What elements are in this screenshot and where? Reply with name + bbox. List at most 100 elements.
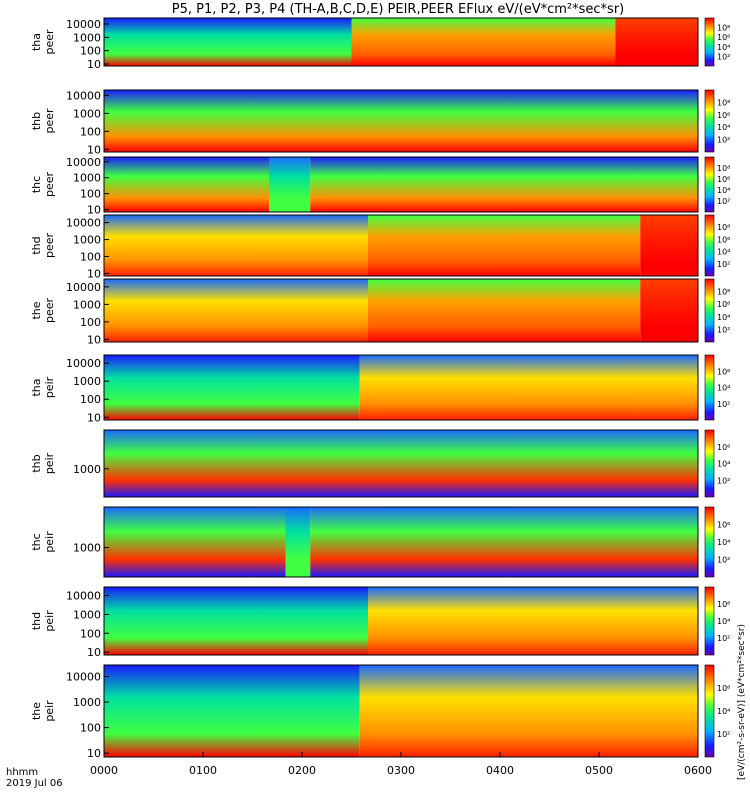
colorbar-tick-label: 10⁸ [717,164,730,173]
y-tick-label: 1000 [73,608,101,621]
y-tick-label: 10 [87,58,101,71]
y-tick-label: 100 [80,45,101,58]
heatmap-region [104,18,352,66]
y-axis-label-probe: thc [30,176,43,193]
panel-thc-peer: 10 100 1000 10000 thc peer 10² 10⁴ 10⁶ 10⁸ [30,156,730,217]
y-tick-label: 100 [80,316,101,329]
y-tick-label: 10000 [66,357,101,370]
colorbar-tick-label: 10⁴ [717,248,730,257]
panel-frame [103,429,699,498]
y-axis-label-species: peir [43,376,56,398]
y-axis-label-species: peir [43,531,56,553]
y-tick-label: 10000 [66,217,101,230]
panel-thd-peer: 10 100 1000 10000 thd peer 10² 10⁴ 10⁶ 10⁸ [30,214,730,280]
colorbar-tick-label: 10² [717,325,730,334]
y-axis-label-species: peir [43,610,56,632]
heatmap-region [359,665,698,757]
y-tick-label: 10000 [66,590,101,603]
x-tick-label: 0200 [288,764,316,777]
heatmap-region [104,157,269,212]
y-axis-label-species: peer [43,108,56,134]
colorbar-tick-label: 10⁸ [717,98,730,107]
x-axis: 0000 0100 0200 0300 0400 0500 0600 [90,752,712,777]
y-axis-label-species: peer [43,29,56,55]
colorbar [704,506,715,578]
heatmap-region [104,215,368,276]
y-tick-label: 10 [87,747,101,760]
colorbar-tick-label: 10² [717,730,730,739]
x-tick-label: 0000 [90,764,118,777]
colorbar-tick-label: 10⁴ [717,538,730,547]
colorbar [704,429,715,498]
colorbar-tick-label: 10⁸ [717,288,730,297]
y-tick-label: 1000 [73,542,101,555]
colorbar-tick-label: 10² [717,52,730,61]
colorbar-tick-label: 10⁶ [717,600,730,609]
colorbar-tick-label: 10⁶ [717,33,730,42]
y-tick-label: 100 [80,393,101,406]
y-tick-label: 10 [87,204,101,217]
y-axis-label-probe: thc [30,533,43,550]
y-tick-label: 1000 [73,234,101,247]
y-axis-label-probe: thb [30,112,43,130]
heatmap-region [285,507,311,577]
colorbar-tick-label: 10⁶ [717,300,730,309]
y-tick-label: 10000 [66,671,101,684]
figure-title: P5, P1, P2, P3, P4 (TH-A,B,C,D,E) PEIR,P… [172,2,625,17]
colorbar-tick-label: 10² [717,476,730,485]
panel-frame [103,586,699,656]
colorbar-tick-label: 10² [717,400,730,409]
heatmap-region [310,157,698,212]
panel-thb-peer: 10 100 1000 10000 thb peer 10² 10⁴ 10⁶ 10⁸ [30,89,730,156]
x-axis-date-label: 2019 Jul 06 [6,778,63,789]
colorbar-tick-label: 10⁴ [717,460,730,469]
colorbar-tick-label: 10⁶ [717,443,730,452]
y-tick-label: 100 [80,722,101,735]
x-tick-label: 0500 [585,764,613,777]
panel-frame [103,354,699,421]
panel-the-peir: 10 100 1000 10000 the peir 10² 10⁴ 10⁶ [30,664,730,760]
y-axis-label-probe: thd [30,236,43,254]
colorbar [704,89,715,153]
y-tick-label: 1000 [73,172,101,185]
colorbar [704,278,715,343]
y-tick-label: 1000 [73,463,101,476]
panel-thc-peir: 1000 thc peir 10² 10⁴ 10⁶ [30,506,730,578]
x-axis-start-label: hhmm [6,767,38,778]
colorbar-tick-label: 10⁴ [717,707,730,716]
y-axis-label-probe: thd [30,612,43,630]
heatmap-region [368,587,698,655]
panel-frame [103,17,699,67]
heatmap-region [640,279,698,342]
y-tick-label: 10000 [66,89,101,102]
colorbar-tick-label: 10⁶ [717,684,730,693]
colorbar [704,664,715,758]
heatmap-region [104,507,286,577]
y-axis-label-probe: tha [30,33,43,51]
colorbar-tick-label: 10⁸ [717,24,730,33]
colorbar-tick-label: 10² [717,260,730,269]
colorbar-tick-label: 10⁴ [717,123,730,132]
y-tick-label: 10 [87,333,101,346]
y-tick-label: 10 [87,411,101,424]
heatmap-region [269,157,311,212]
y-tick-label: 1000 [73,375,101,388]
colorbar-tick-label: 10⁶ [717,111,730,120]
heatmap-region [368,215,641,276]
colorbar [704,17,715,67]
y-axis-label-probe: tha [30,378,43,396]
y-axis-label-species: peer [43,172,56,198]
panel-thb-peir: 1000 thb peir 10² 10⁴ 10⁶ [30,429,730,498]
colorbar-tick-label: 10² [717,634,730,643]
panel-frame [103,89,699,153]
y-axis-label-species: peir [43,452,56,474]
y-tick-label: 1000 [73,31,101,44]
colorbar [704,586,715,656]
colorbar-tick-label: 10⁴ [717,43,730,52]
y-tick-label: 10 [87,646,101,659]
heatmap-region [104,665,360,757]
colorbar-tick-label: 10⁶ [717,521,730,530]
y-tick-label: 1000 [73,298,101,311]
